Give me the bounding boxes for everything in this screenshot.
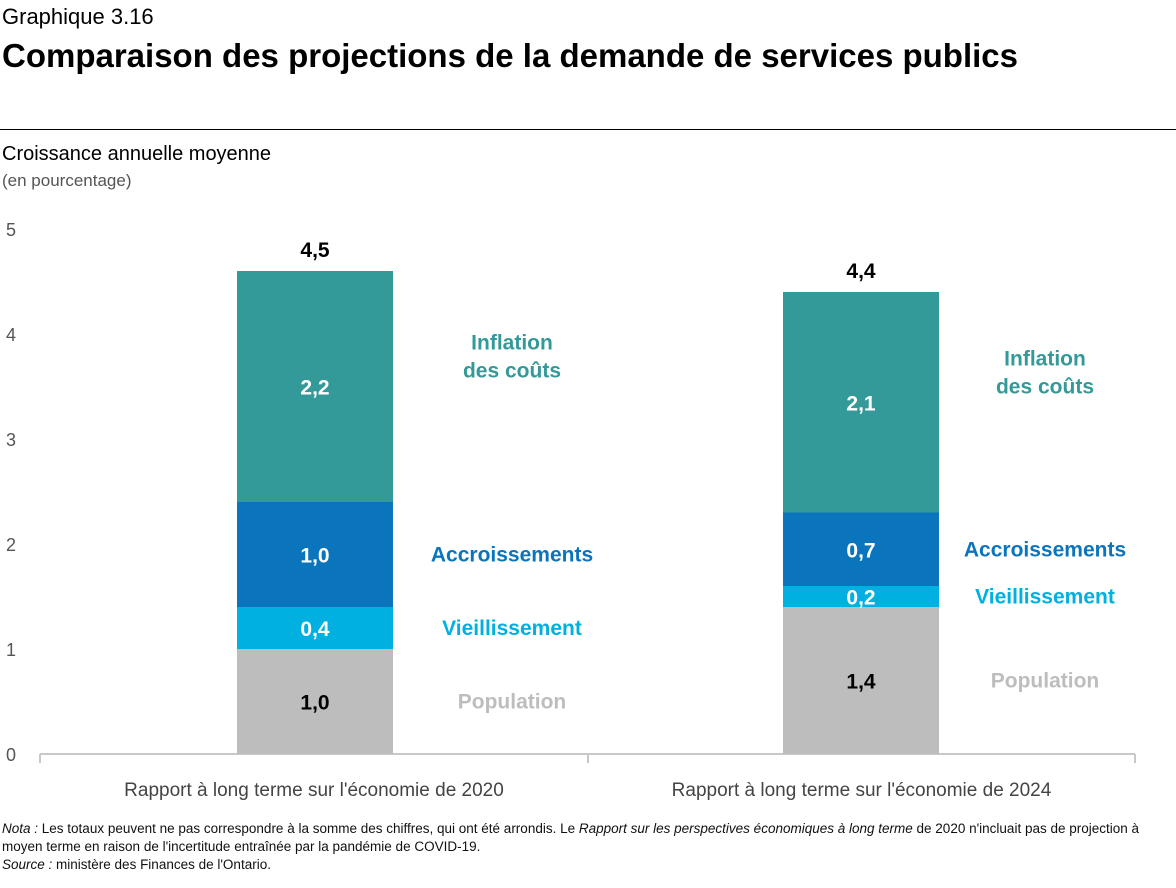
graph-number: Graphique 3.16	[2, 4, 154, 29]
series-label-population: Population	[991, 670, 1100, 693]
bar-segment-inflation	[237, 271, 393, 502]
series-label-accroissements: Accroissements	[964, 538, 1126, 561]
y-tick-label: 1	[6, 640, 16, 660]
series-label-population: Population	[458, 691, 567, 714]
data-label-population: 1,4	[846, 671, 876, 694]
nota-line: Nota : Les totaux peuvent ne pas corresp…	[2, 820, 1174, 856]
y-tick-label: 4	[6, 325, 16, 345]
series-label-vieillissement: Vieillissement	[442, 617, 582, 640]
data-label-inflation: 2,2	[300, 377, 329, 400]
source-label: Source :	[2, 857, 53, 872]
footnote: Nota : Les totaux peuvent ne pas corresp…	[2, 820, 1174, 874]
nota-text-2: de 2020 n'incluait pas de projection à m…	[2, 821, 1140, 854]
source-text: ministère des Finances de l'Ontario.	[52, 857, 271, 872]
series-label-inflation: Inflation	[1004, 347, 1086, 370]
source-line: Source : ministère des Finances de l'Ont…	[2, 856, 1174, 874]
total-label: 4,4	[846, 260, 876, 283]
series-label-inflation: des coûts	[463, 360, 561, 383]
series-label-accroissements: Accroissements	[431, 544, 593, 567]
y-tick-label: 0	[6, 745, 16, 765]
bar-segment-population	[237, 649, 393, 754]
series-label-inflation: des coûts	[996, 375, 1094, 398]
bar-segment-vieillissement	[237, 607, 393, 649]
stacked-bar-chart: 0 1 2 3 4 5 1,0 0,4 1,0 2,2 4,5 Rapport à long term…	[6, 220, 1136, 801]
data-label-vieillissement: 0,4	[300, 618, 330, 641]
y-tick-label: 3	[6, 430, 16, 450]
x-category-label: Rapport à long terme sur l'économie de 2…	[672, 780, 1052, 801]
bar-segment-vieillissement	[783, 586, 939, 607]
unit-label: (en pourcentage)	[2, 171, 132, 190]
title-divider	[0, 129, 1176, 130]
data-label-population: 1,0	[300, 692, 329, 715]
nota-text-1: Les totaux peuvent ne pas correspondre à…	[38, 821, 579, 836]
series-label-inflation: Inflation	[471, 332, 553, 355]
nota-label: Nota :	[2, 821, 39, 836]
bar-segment-inflation	[783, 292, 939, 513]
y-tick-label: 2	[6, 535, 16, 555]
nota-report-title: Rapport sur les perspectives économiques…	[578, 821, 913, 836]
series-label-vieillissement: Vieillissement	[975, 586, 1115, 609]
bar-segment-population	[783, 607, 939, 754]
bar-segment-accroissements	[783, 512, 939, 586]
y-tick-label: 5	[6, 220, 16, 240]
chart-subtitle: Croissance annuelle moyenne	[2, 143, 272, 165]
data-label-vieillissement: 0,2	[846, 587, 875, 610]
data-label-inflation: 2,1	[846, 392, 876, 415]
total-label: 4,5	[300, 239, 330, 262]
x-category-label: Rapport à long terme sur l'économie de 2…	[124, 780, 504, 801]
data-label-accroissements: 1,0	[300, 545, 329, 568]
bar-segment-accroissements	[237, 502, 393, 607]
chart-title: Comparaison des projections de la demand…	[2, 37, 1019, 74]
data-label-accroissements: 0,7	[846, 539, 875, 562]
